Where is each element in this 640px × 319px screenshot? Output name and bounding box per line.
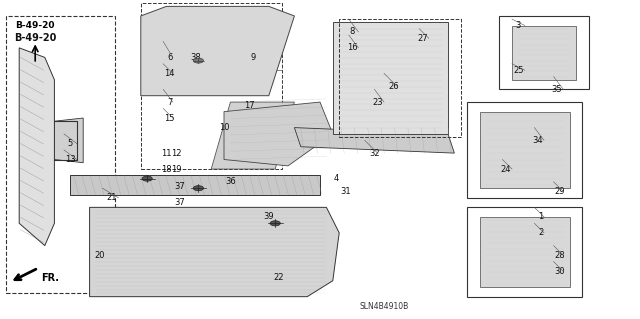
Polygon shape — [512, 26, 576, 80]
Polygon shape — [480, 112, 570, 188]
Polygon shape — [54, 118, 83, 163]
Polygon shape — [211, 102, 294, 169]
Text: 6: 6 — [167, 53, 172, 62]
Polygon shape — [90, 207, 339, 297]
Text: 36: 36 — [225, 177, 236, 186]
Text: 37: 37 — [174, 182, 184, 191]
Text: 25: 25 — [513, 66, 524, 75]
Text: SLN4B4910B: SLN4B4910B — [360, 302, 408, 311]
Text: 7: 7 — [167, 98, 172, 107]
Text: 26: 26 — [388, 82, 399, 91]
Text: 4: 4 — [333, 174, 339, 183]
Text: FR.: FR. — [42, 272, 60, 283]
Text: 38: 38 — [190, 53, 200, 62]
Text: 8: 8 — [349, 27, 355, 36]
Text: 17: 17 — [244, 101, 255, 110]
Text: 10: 10 — [219, 123, 229, 132]
FancyBboxPatch shape — [333, 22, 448, 134]
Text: 16: 16 — [347, 43, 357, 52]
Text: 23: 23 — [372, 98, 383, 107]
Circle shape — [270, 221, 280, 226]
Text: 21: 21 — [107, 193, 117, 202]
Text: 31: 31 — [340, 187, 351, 196]
Text: 30: 30 — [555, 267, 565, 276]
Text: 11: 11 — [161, 149, 172, 158]
Text: 35: 35 — [552, 85, 562, 94]
Text: 14: 14 — [164, 69, 175, 78]
Text: 5: 5 — [68, 139, 73, 148]
Text: 9: 9 — [250, 53, 255, 62]
Text: 37: 37 — [174, 198, 184, 207]
Polygon shape — [70, 175, 320, 195]
Circle shape — [193, 58, 204, 63]
Text: 2: 2 — [538, 228, 543, 237]
Text: 24: 24 — [500, 165, 511, 174]
Text: 29: 29 — [555, 187, 565, 196]
Polygon shape — [224, 102, 333, 166]
Polygon shape — [294, 128, 454, 153]
Circle shape — [193, 186, 204, 191]
Text: 12: 12 — [171, 149, 181, 158]
Circle shape — [142, 176, 152, 181]
Text: 28: 28 — [555, 251, 565, 260]
Circle shape — [195, 254, 227, 270]
Text: B-49-20: B-49-20 — [14, 33, 56, 43]
Text: 34: 34 — [532, 136, 543, 145]
Text: 32: 32 — [369, 149, 380, 158]
Text: 27: 27 — [417, 34, 428, 43]
Text: 22: 22 — [273, 273, 284, 282]
Text: 13: 13 — [65, 155, 76, 164]
Text: 1: 1 — [538, 212, 543, 221]
Text: B-49-20: B-49-20 — [15, 21, 55, 30]
Text: 15: 15 — [164, 114, 175, 122]
Text: 39: 39 — [264, 212, 274, 221]
Text: 19: 19 — [171, 165, 181, 174]
Circle shape — [154, 236, 192, 255]
Text: 20: 20 — [94, 251, 104, 260]
Text: 18: 18 — [161, 165, 172, 174]
Polygon shape — [141, 6, 294, 96]
Polygon shape — [480, 217, 570, 287]
Text: 3: 3 — [516, 21, 521, 30]
Polygon shape — [19, 48, 54, 246]
